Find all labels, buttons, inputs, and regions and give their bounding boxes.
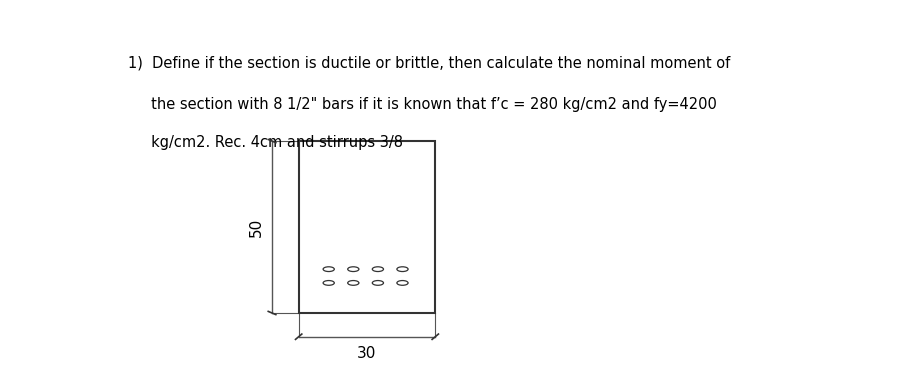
Text: the section with 8 1/2" bars if it is known that f’c = 280 kg/cm2 and fy=4200: the section with 8 1/2" bars if it is kn… [128, 97, 716, 112]
Text: kg/cm2. Rec. 4cm and stirrups 3/8: kg/cm2. Rec. 4cm and stirrups 3/8 [128, 135, 403, 150]
Text: 1)  Define if the section is ductile or brittle, then calculate the nominal mome: 1) Define if the section is ductile or b… [128, 55, 730, 70]
Text: 50: 50 [248, 218, 264, 237]
Text: 30: 30 [357, 346, 377, 361]
Bar [298, 141, 435, 313]
